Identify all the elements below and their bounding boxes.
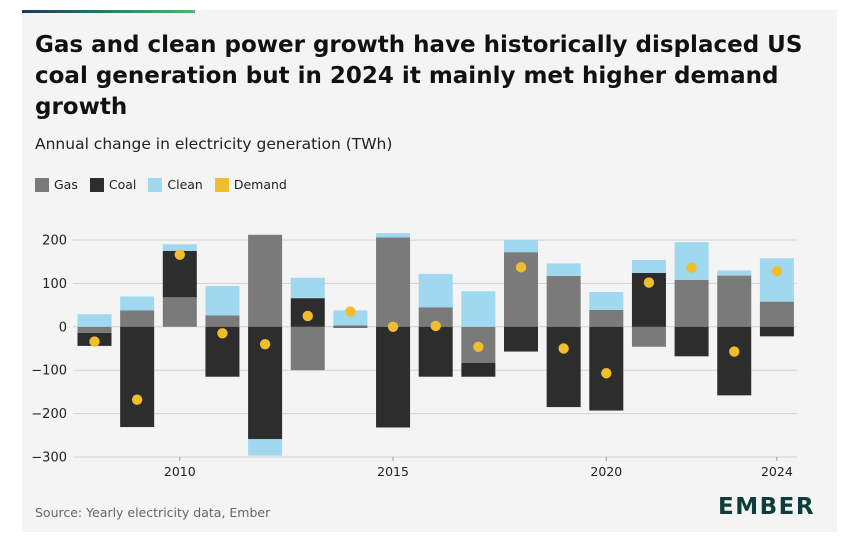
- bar-clean-2018: [504, 240, 538, 253]
- bar-gas-2014: [333, 325, 368, 327]
- bar-gas-2011: [205, 315, 240, 327]
- legend-label-gas: Gas: [54, 177, 78, 192]
- bar-clean-2023: [717, 270, 752, 276]
- bar-gas-2016: [418, 307, 453, 327]
- point-demand-2021: [643, 277, 655, 288]
- bar-gas-2020: [589, 309, 624, 327]
- legend-label-demand: Demand: [233, 177, 287, 192]
- bar-gas-2021: [631, 326, 666, 347]
- legend-item-demand: Demand: [214, 177, 287, 192]
- bar-coal-2016: [418, 326, 453, 377]
- bar-clean-2013: [290, 277, 325, 299]
- chart-title: Gas and clean power growth have historic…: [35, 32, 803, 120]
- legend-swatch-clean: [148, 177, 163, 192]
- point-demand-2022: [686, 262, 697, 273]
- brand-accent-line: [22, 10, 195, 13]
- point-demand-2020: [601, 368, 612, 379]
- point-demand-2018: [515, 262, 527, 273]
- legend-item-gas: Gas: [35, 177, 78, 192]
- point-demand-2009: [131, 394, 143, 405]
- bar-coal-2014: [333, 326, 368, 328]
- bar-clean-2024: [759, 258, 794, 302]
- point-demand-2008: [89, 336, 100, 347]
- bar-coal-2019: [546, 326, 581, 408]
- legend-item-coal: Coal: [89, 177, 137, 192]
- bar-clean-2014: [333, 310, 368, 326]
- bar-gas-2009: [120, 310, 155, 327]
- x-tick-label: 2020: [590, 464, 622, 479]
- bar-clean-2017: [461, 291, 496, 327]
- point-demand-2014: [345, 306, 356, 317]
- bar-coal-2017: [461, 362, 496, 377]
- bar-clean-2011: [205, 286, 240, 316]
- point-demand-2024: [771, 266, 783, 277]
- bar-coal-2015: [376, 326, 411, 428]
- bar-gas-2008: [77, 326, 112, 333]
- bar-gas-2012: [248, 234, 283, 327]
- legend-label-clean: Clean: [167, 177, 203, 192]
- bar-clean-2009: [120, 296, 155, 311]
- source-note: Source: Yearly electricity data, Ember: [35, 505, 271, 520]
- x-tick-label: 2015: [377, 464, 409, 479]
- bar-gas-2010: [162, 297, 197, 327]
- y-tick-label: −100: [31, 364, 67, 379]
- point-demand-2015: [387, 321, 399, 332]
- y-tick-label: 0: [59, 320, 67, 335]
- point-demand-2012: [259, 338, 271, 350]
- bar-gas-2019: [546, 276, 581, 327]
- x-tick-label: 2010: [164, 464, 196, 479]
- legend-swatch-demand: [214, 177, 229, 192]
- bar-clean-2012: [248, 439, 283, 456]
- y-tick-label: 200: [42, 234, 67, 249]
- bar-coal-2009: [120, 326, 155, 428]
- bar-clean-2010: [162, 244, 197, 251]
- point-demand-2011: [217, 328, 228, 339]
- point-demand-2019: [558, 343, 569, 354]
- point-demand-2017: [473, 341, 484, 352]
- chart-legend: Gas Coal Clean Demand: [35, 177, 287, 192]
- y-tick-label: −200: [31, 407, 67, 422]
- point-demand-2010: [174, 249, 185, 260]
- point-demand-2016: [430, 320, 441, 332]
- y-tick-label: 100: [42, 277, 67, 292]
- bar-gas-2013: [290, 326, 325, 371]
- legend-swatch-coal: [89, 177, 104, 192]
- point-demand-2013: [302, 310, 313, 322]
- legend-label-coal: Coal: [108, 177, 137, 192]
- x-tick-label: 2024: [761, 464, 793, 479]
- bar-gas-2015: [376, 237, 411, 327]
- legend-item-clean: Clean: [148, 177, 203, 192]
- bar-coal-2023: [717, 326, 752, 396]
- chart-subtitle: Annual change in electricity generation …: [35, 135, 393, 153]
- bar-clean-2022: [674, 242, 709, 280]
- bar-coal-2018: [504, 326, 538, 352]
- bar-clean-2019: [546, 263, 581, 277]
- ember-logo: EMBER: [718, 494, 816, 520]
- bar-clean-2008: [77, 314, 112, 327]
- legend-swatch-gas: [35, 177, 49, 192]
- bar-coal-2022: [674, 326, 709, 357]
- bar-clean-2021: [631, 259, 666, 273]
- bar-gas-2022: [674, 279, 709, 327]
- bar-clean-2020: [589, 292, 624, 310]
- bar-gas-2024: [759, 301, 794, 327]
- bar-clean-2015: [376, 233, 411, 238]
- bar-coal-2024: [759, 326, 794, 337]
- y-tick-label: −300: [31, 451, 67, 466]
- bar-clean-2016: [418, 273, 453, 308]
- point-demand-2023: [729, 346, 740, 357]
- bar-gas-2023: [717, 275, 752, 327]
